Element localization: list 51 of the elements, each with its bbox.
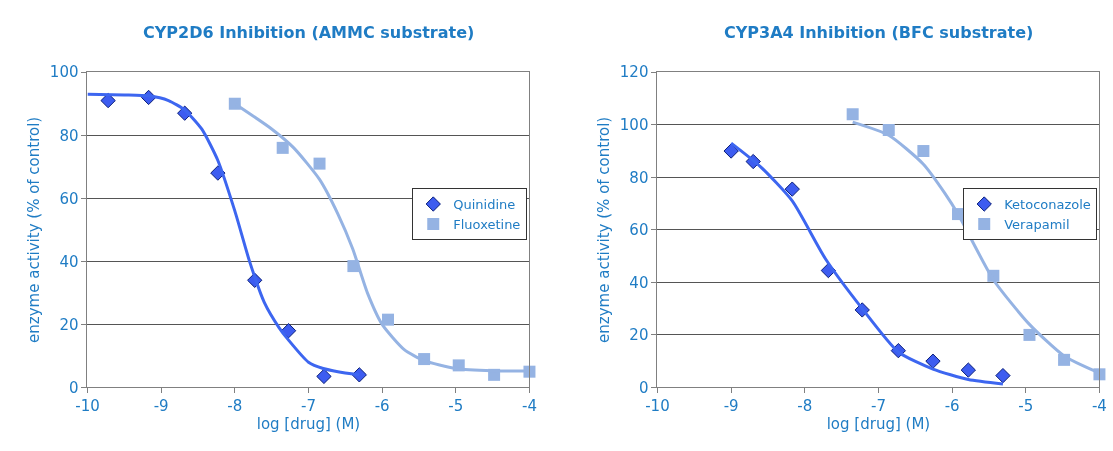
legend-label: Verapamil xyxy=(1004,216,1070,232)
point xyxy=(995,367,1011,384)
y-tick-label: 40 xyxy=(629,273,649,292)
x-tick-label: -7 xyxy=(870,397,886,416)
x-tick-label: -10 xyxy=(645,397,670,416)
y-tick-label: 100 xyxy=(49,63,79,82)
point xyxy=(313,157,326,170)
y-tick-label: 40 xyxy=(59,252,79,271)
x-axis-title: log [drug] (M) xyxy=(826,415,931,434)
x-tick-label: -8 xyxy=(227,397,243,416)
point xyxy=(846,108,859,121)
y-tick-label: 100 xyxy=(619,116,649,135)
x-tick-label: -5 xyxy=(448,397,464,416)
point xyxy=(723,143,739,159)
x-tick-label: -9 xyxy=(153,397,169,416)
x-tick-label: -6 xyxy=(374,397,390,416)
point xyxy=(280,323,297,339)
x-tick-label: -4 xyxy=(521,397,537,416)
point xyxy=(917,145,930,158)
point xyxy=(1023,328,1036,341)
x-axis-title: log [drug] (M) xyxy=(256,415,361,434)
y-tick-label: 60 xyxy=(629,221,649,240)
legend-label: Ketoconazole xyxy=(1004,197,1091,213)
x-tick-label: -8 xyxy=(797,397,813,416)
point xyxy=(784,181,800,197)
y-axis-title: enzyme activity (% of control) xyxy=(25,116,44,343)
y-axis-title: enzyme activity (% of control) xyxy=(595,116,614,343)
y-tick-label: 0 xyxy=(68,378,79,397)
point xyxy=(382,313,395,326)
point xyxy=(316,368,332,385)
x-tick-label: -9 xyxy=(723,397,739,416)
legend-label: Fluoxetine xyxy=(453,216,521,232)
x-tick-label: -5 xyxy=(1018,397,1034,416)
y-tick-label: 80 xyxy=(59,126,79,145)
point xyxy=(210,165,226,181)
point xyxy=(925,353,941,369)
x-tick-label: -4 xyxy=(1091,397,1107,416)
y-tick-label: 120 xyxy=(619,63,649,82)
y-tick-label: 0 xyxy=(638,378,649,397)
y-tick-label: 80 xyxy=(629,168,649,187)
x-tick-label: -10 xyxy=(75,397,100,416)
x-tick-label: -6 xyxy=(944,397,960,416)
x-tick-label: -7 xyxy=(300,397,316,416)
y-tick-label: 20 xyxy=(59,315,79,334)
point xyxy=(276,141,289,154)
chart-title: CYP2D6 Inhibition (AMMC substrate) xyxy=(143,23,475,42)
y-tick-label: 60 xyxy=(59,189,79,208)
point xyxy=(960,362,976,378)
chart-title: CYP3A4 Inhibition (BFC substrate) xyxy=(724,23,1034,42)
y-tick-label: 20 xyxy=(629,326,649,345)
legend-label: Quinidine xyxy=(453,197,516,213)
